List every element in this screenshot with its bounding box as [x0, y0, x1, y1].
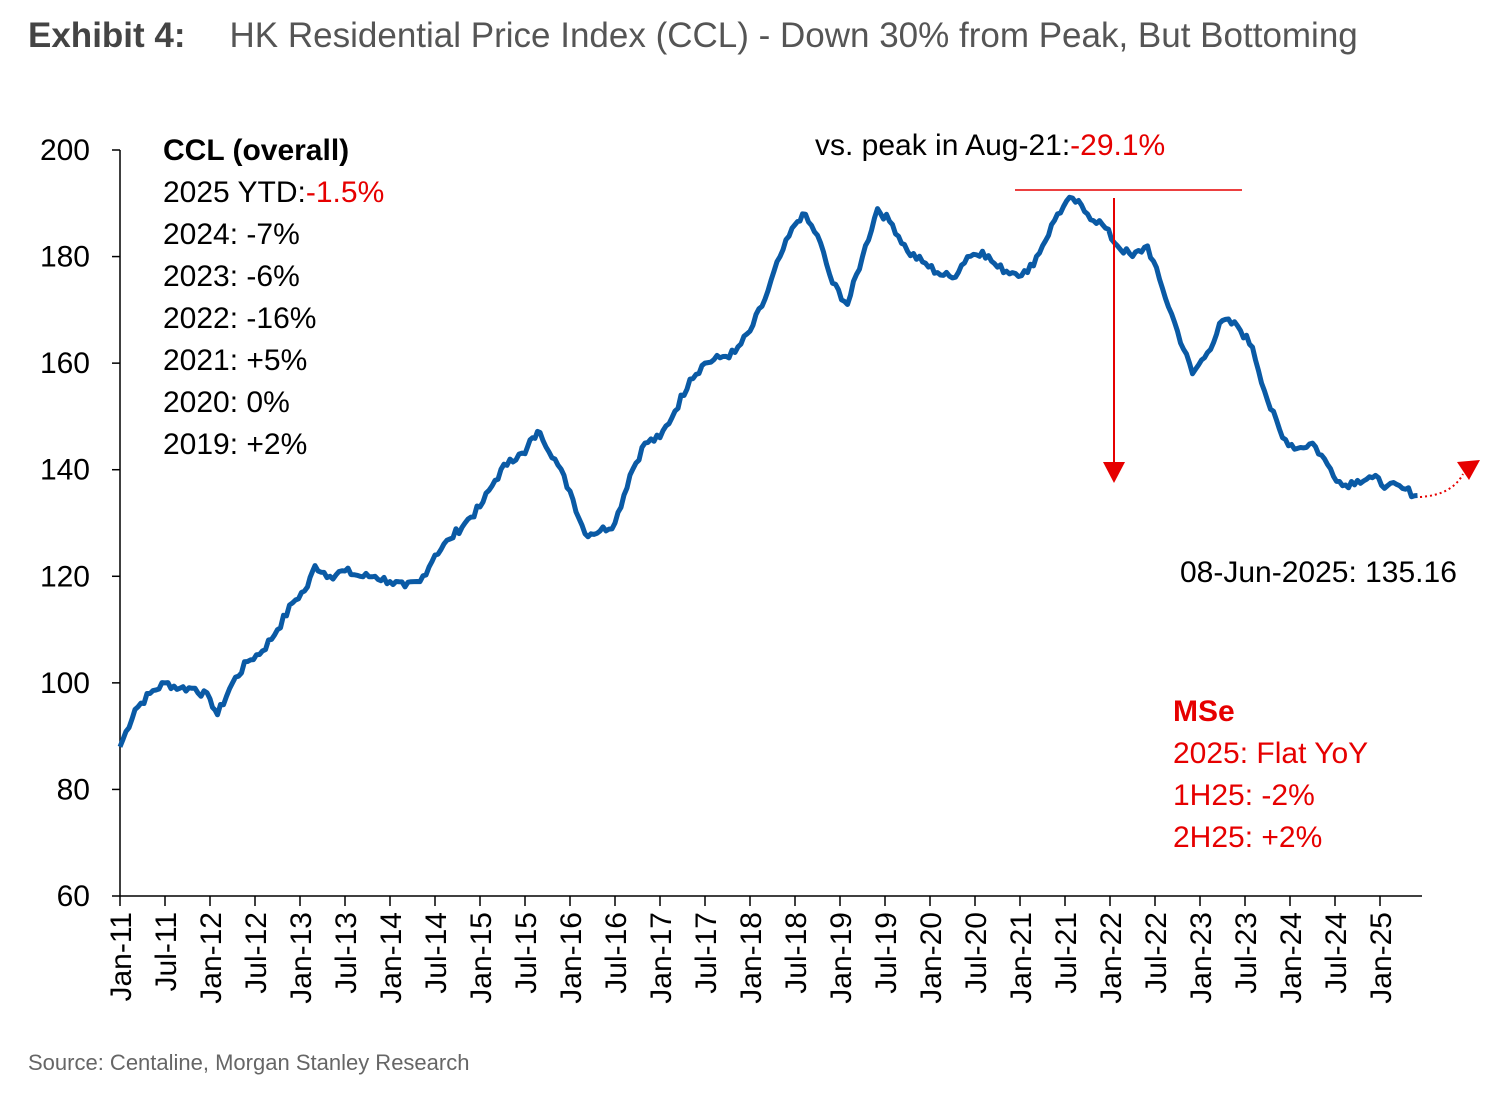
x-tick-label: Jan-16: [555, 912, 588, 1004]
axes: 200 180 160 140 120 100 80 60 Jan-11 Jul-11 Jan-12…: [40, 134, 1422, 1004]
peak-text: vs. peak in Aug-21:-29.1%: [815, 129, 1165, 162]
x-tick-label: Jul-15: [510, 912, 543, 994]
year-line: 2022: -16%: [163, 302, 316, 335]
x-tick-label: Jul-23: [1230, 912, 1263, 994]
x-tick-label: Jan-20: [915, 912, 948, 1004]
year-line: 2024: -7%: [163, 218, 300, 251]
x-tick-label: Jul-11: [150, 912, 183, 991]
y-tick-label: 120: [40, 560, 90, 593]
ytd-line: 2025 YTD:-1.5%: [163, 176, 384, 209]
mse-line: 2H25: +2%: [1173, 821, 1322, 854]
x-tick-label: Jan-21: [1005, 912, 1038, 1004]
x-tick-label: Jan-17: [645, 912, 678, 1004]
x-tick-label: Jan-14: [375, 912, 408, 1004]
x-tick-label: Jan-22: [1095, 912, 1128, 1004]
latest-value-label: 08-Jun-2025: 135.16: [1180, 556, 1457, 589]
y-tick-label: 200: [40, 134, 90, 167]
y-tick-label: 140: [40, 454, 90, 487]
ytd-label: 2025 YTD:: [163, 176, 306, 209]
x-tick-label: Jul-12: [240, 912, 273, 994]
mse-line: 2025: Flat YoY: [1173, 737, 1368, 770]
x-tick-label: Jan-13: [285, 912, 318, 1004]
year-line: 2019: +2%: [163, 428, 307, 461]
x-tick-label: Jan-12: [195, 912, 228, 1004]
x-tick-label: Jul-24: [1320, 912, 1353, 994]
y-tick-label: 180: [40, 241, 90, 274]
x-tick-label: Jan-24: [1275, 912, 1308, 1004]
source-note: Source: Centaline, Morgan Stanley Resear…: [28, 1050, 470, 1075]
ccl-series-line: [117, 194, 1418, 748]
x-tick-label: Jul-16: [600, 912, 633, 994]
x-tick-label: Jan-23: [1185, 912, 1218, 1004]
exhibit-label: Exhibit 4:: [28, 16, 186, 55]
y-tick-label: 80: [57, 773, 90, 806]
peak-value: -29.1%: [1070, 129, 1165, 162]
mse-heading: MSe: [1173, 695, 1235, 728]
x-tick-label: Jul-21: [1050, 912, 1083, 994]
mse-block: MSe 2025: Flat YoY 1H25: -2% 2H25: +2%: [1173, 695, 1368, 854]
x-tick-label: Jan-15: [465, 912, 498, 1004]
x-tick-label: Jul-17: [690, 912, 723, 994]
year-line: 2023: -6%: [163, 260, 300, 293]
x-tick-label: Jan-11: [105, 912, 138, 1002]
x-tick-label: Jul-18: [780, 912, 813, 994]
x-tick-label: Jan-18: [735, 912, 768, 1004]
y-tick-label: 100: [40, 667, 90, 700]
ccl-heading: CCL (overall): [163, 134, 349, 167]
forecast-arrow-head: [1457, 460, 1480, 480]
x-tick-label: Jul-22: [1140, 912, 1173, 994]
peak-annotation: [1015, 189, 1480, 498]
year-line: 2021: +5%: [163, 344, 307, 377]
y-tick-label: 60: [57, 880, 90, 913]
x-tick-label: Jan-25: [1365, 912, 1398, 1004]
title-text: HK Residential Price Index (CCL) - Down …: [229, 16, 1358, 55]
x-tick-label: Jul-14: [420, 912, 453, 994]
year-line: 2020: 0%: [163, 386, 290, 419]
left-text-block: CCL (overall) 2025 YTD:-1.5% 2024: -7% 2…: [163, 134, 384, 461]
ytd-value: -1.5%: [306, 176, 384, 209]
peak-label: vs. peak in Aug-21:: [815, 129, 1070, 162]
drawdown-arrow-head: [1103, 462, 1125, 483]
chart-title: Exhibit 4: HK Residential Price Index (CC…: [28, 16, 1358, 56]
y-tick-label: 160: [40, 347, 90, 380]
forecast-dotted-arrow: [1419, 473, 1464, 498]
x-tick-label: Jul-20: [960, 912, 993, 994]
x-tick-label: Jul-13: [330, 912, 363, 994]
mse-line: 1H25: -2%: [1173, 779, 1315, 812]
x-tick-label: Jul-19: [870, 912, 903, 994]
x-tick-label: Jan-19: [825, 912, 858, 1004]
